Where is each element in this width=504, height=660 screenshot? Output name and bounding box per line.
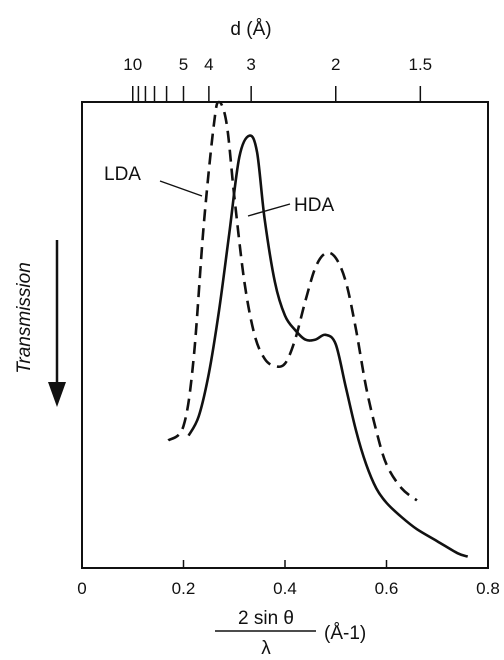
annotation-lda-leader: [159, 180, 203, 197]
top-tick-label: 4: [204, 55, 213, 74]
x-axis-denominator: λ: [261, 638, 271, 659]
top-tick-label: 10: [123, 55, 142, 74]
annotation-hda: HDA: [294, 195, 334, 216]
x-axis-ticks: 0 0.2 0.4 0.6 0.8: [77, 560, 500, 598]
x-tick-label: 0.2: [172, 579, 196, 598]
x-tick-label: 0.8: [476, 579, 500, 598]
plot-axes: [81, 101, 489, 569]
top-tick-label: 1.5: [409, 55, 433, 74]
annotations: LDA HDA: [104, 164, 334, 217]
x-axis-numerator: 2 sin θ: [238, 608, 294, 629]
x-tick-label: 0: [77, 579, 86, 598]
x-tick-label: 0.4: [273, 579, 297, 598]
top-tick-label: 5: [179, 55, 188, 74]
series-lines: [167, 100, 469, 558]
x-tick-label: 0.6: [375, 579, 399, 598]
top-axis-title: d (Å): [230, 19, 271, 40]
annotation-hda-leader: [247, 203, 291, 217]
annotation-lda: LDA: [104, 164, 141, 185]
top-tick-label: 2: [331, 55, 340, 74]
top-axis-ticks: 10 5 4 3 2 1.5: [123, 55, 432, 102]
plot-frame: [81, 101, 489, 569]
top-tick-label: 3: [246, 55, 255, 74]
x-axis-unit: (Å-1): [324, 623, 366, 644]
series-hda-line: [187, 134, 469, 558]
series-lda-line: [167, 100, 418, 502]
y-axis-title: Transmission: [14, 262, 35, 374]
transmission-arrow-icon: [48, 240, 66, 407]
